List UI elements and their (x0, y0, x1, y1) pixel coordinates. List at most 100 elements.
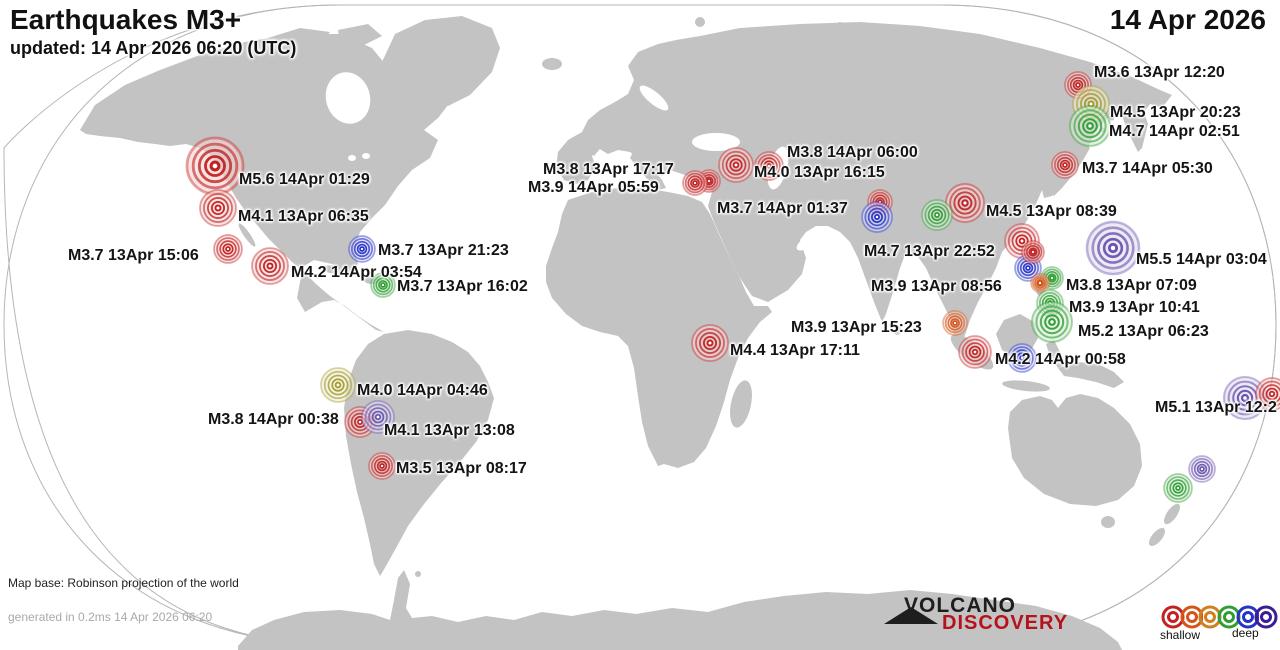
quake-ring (1059, 159, 1071, 171)
quake-marker[interactable] (691, 324, 729, 362)
quake-marker[interactable] (1031, 301, 1073, 343)
quake-ring (1163, 473, 1193, 503)
quake-ring (359, 246, 365, 252)
quake-marker[interactable] (1030, 273, 1050, 293)
island-new-zealand-north (1163, 503, 1181, 525)
quake-marker[interactable] (1163, 473, 1193, 503)
quake-marker[interactable] (213, 234, 243, 264)
quake-ring (754, 151, 784, 181)
quake-ring (687, 175, 703, 191)
quake-ring (1169, 479, 1187, 497)
legend-ring (1167, 611, 1179, 623)
quake-ring (721, 150, 751, 180)
quake-marker[interactable] (754, 151, 784, 181)
black-sea (692, 133, 740, 151)
volcano-discovery-logo[interactable]: VOLCANO DISCOVERY (884, 594, 1067, 636)
quake-ring (1069, 105, 1111, 147)
quake-ring (1175, 485, 1181, 491)
quake-marker[interactable] (251, 247, 289, 285)
great-lakes-2 (362, 153, 370, 159)
quake-ring (1021, 240, 1045, 264)
quake-marker[interactable] (1188, 455, 1216, 483)
quake-ring (1007, 343, 1037, 373)
quake-ring (1048, 318, 1056, 326)
quake-marker[interactable] (861, 201, 893, 233)
quake-ring (375, 277, 391, 293)
quake-marker[interactable] (958, 335, 992, 369)
island-java (1002, 380, 1050, 392)
quake-ring (729, 158, 743, 172)
quake-marker[interactable] (361, 400, 395, 434)
quake-ring (1255, 377, 1280, 411)
depth-legend-labels: shallow deep (1160, 626, 1278, 644)
quake-ring (1018, 237, 1026, 245)
quake-marker[interactable] (1255, 377, 1280, 411)
island-britain (586, 118, 608, 156)
quake-marker[interactable] (370, 272, 396, 298)
quake-ring (1075, 82, 1081, 88)
quake-ring (874, 214, 880, 220)
quake-marker[interactable] (682, 170, 708, 196)
quake-marker[interactable] (1007, 343, 1037, 373)
great-lakes-1 (348, 155, 356, 161)
island-new-zealand-south (1148, 527, 1166, 547)
quake-ring (944, 312, 966, 334)
quake-marker[interactable] (1069, 105, 1111, 147)
quake-ring (1107, 242, 1119, 254)
quake-ring (197, 148, 233, 184)
quake-ring (682, 170, 708, 196)
quake-ring (1011, 230, 1033, 252)
quake-ring (1025, 265, 1031, 271)
quake-ring (1015, 234, 1029, 248)
quake-marker[interactable] (1085, 220, 1141, 276)
legend-ring (1185, 611, 1198, 623)
quake-ring (1025, 244, 1041, 260)
quake-ring (699, 332, 721, 354)
quake-ring (1054, 154, 1076, 176)
quake-marker[interactable] (1051, 151, 1079, 179)
quake-ring (1044, 314, 1060, 330)
quake-ring (368, 452, 396, 480)
quake-marker[interactable] (945, 183, 985, 223)
quake-ring (867, 207, 887, 227)
quake-ring (1265, 387, 1279, 401)
quake-marker[interactable] (718, 147, 754, 183)
quake-marker[interactable] (1021, 240, 1045, 264)
generated-note: generated in 0.2ms 14 Apr 2026 06:20 (8, 610, 213, 624)
island-iceland (542, 58, 562, 70)
island-cuba (320, 265, 352, 275)
quake-marker[interactable] (1222, 375, 1268, 421)
quake-ring (379, 463, 385, 469)
quake-marker[interactable] (921, 199, 953, 231)
quake-ring (684, 172, 706, 194)
legend-shallow-label: shallow (1160, 628, 1201, 642)
quake-ring (1166, 476, 1190, 500)
quake-marker[interactable] (368, 452, 396, 480)
quake-marker[interactable] (942, 310, 968, 336)
quake-marker-layer (185, 71, 1280, 503)
quake-ring (968, 345, 982, 359)
quake-ring (1082, 118, 1098, 134)
quake-marker[interactable] (320, 367, 356, 403)
quake-ring (965, 342, 985, 362)
quake-ring (364, 403, 392, 431)
quake-marker[interactable] (185, 136, 245, 196)
quake-ring (1172, 482, 1184, 494)
legend-ring (1223, 611, 1236, 623)
quake-ring (732, 161, 740, 169)
quake-marker[interactable] (199, 189, 237, 227)
quake-ring (760, 157, 778, 175)
quake-ring (1031, 301, 1073, 343)
quake-marker[interactable] (348, 235, 376, 263)
continent-australia (1008, 394, 1142, 506)
quake-ring (371, 455, 393, 477)
map-date: 14 Apr 2026 (1109, 4, 1266, 35)
island-svalbard (695, 17, 705, 27)
quake-ring (222, 243, 234, 255)
quake-ring (957, 195, 973, 211)
quake-ring (1022, 262, 1034, 274)
quake-ring (1019, 355, 1025, 361)
quake-ring (1268, 390, 1276, 398)
continent-eurasia (556, 22, 1172, 352)
